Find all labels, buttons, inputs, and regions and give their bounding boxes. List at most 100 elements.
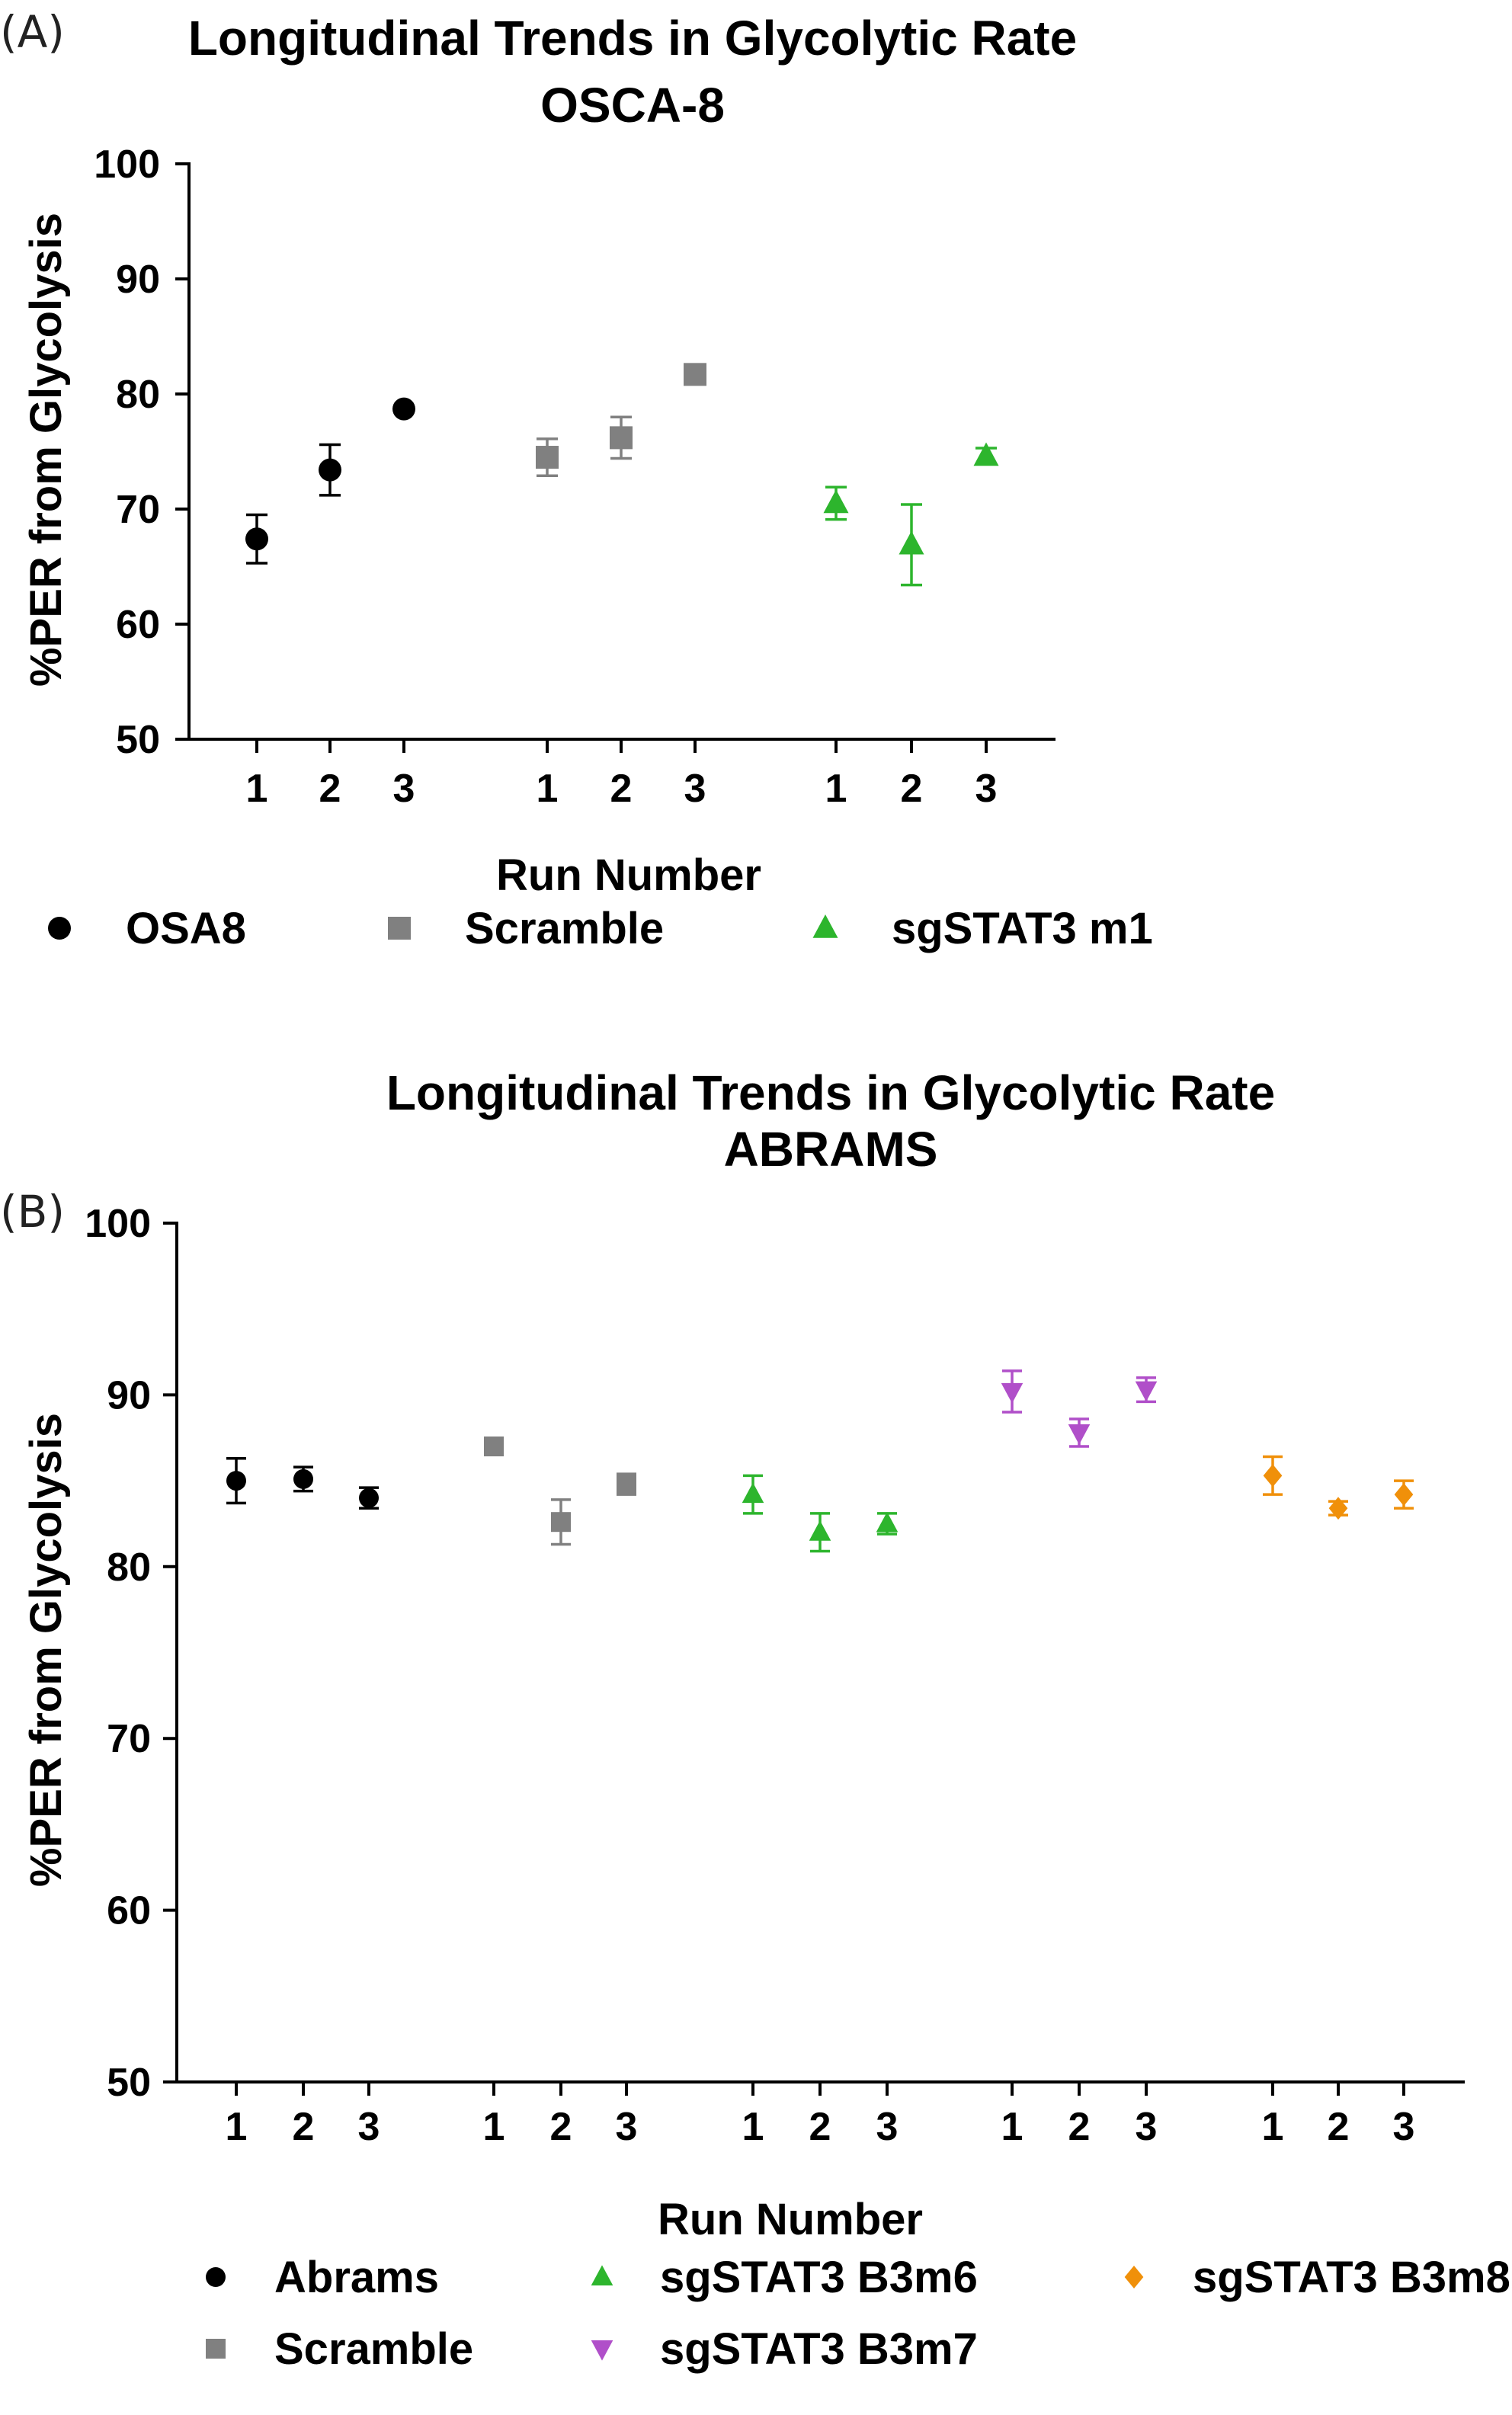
panel-a-x-axis-label: Run Number <box>496 850 761 900</box>
panel-b-data-point <box>1394 1483 1414 1507</box>
panel-a-data-point <box>536 446 559 469</box>
panel-b-data-point <box>226 1471 246 1491</box>
panel-b-legend-entry: Scramble <box>206 2324 473 2374</box>
panel-b-legend-marker <box>1124 2266 1144 2288</box>
panel-a-x-tick-label: 2 <box>319 767 341 811</box>
panel-b-x-tick-label: 2 <box>809 2105 831 2149</box>
panel-a-axes: 50 60 70 80 90 100 1 2 3 1 2 3 1 2 3 <box>94 143 1056 811</box>
panel-b-x-tick-label: 2 <box>293 2105 315 2149</box>
panel-a-x-tick-label: 1 <box>825 767 847 811</box>
panel-a-title-line1: Longitudinal Trends in Glycolytic Rate <box>188 11 1077 66</box>
panel-b-y-tick-label: 90 <box>107 1373 151 1417</box>
panel-a-legend-marker <box>48 917 71 940</box>
panel-b-x-tick-label: 1 <box>742 2105 764 2149</box>
panel-b-legend-entry: sgSTAT3 B3m8 <box>1124 2253 1510 2302</box>
panel-b-legend-marker <box>206 2267 226 2287</box>
panel-b-x-tick-label: 2 <box>1328 2105 1350 2149</box>
panel-b-data-point <box>484 1437 504 1457</box>
panel-a-data-point <box>973 442 999 466</box>
panel-a-x-tick-label: 3 <box>684 767 706 811</box>
panel-b-data-point <box>617 1474 636 1494</box>
panel-b-x-tick-label: 3 <box>1393 2105 1415 2149</box>
panel-b-data-point <box>1263 1464 1283 1488</box>
panel-b-x-tick-label: 3 <box>876 2105 899 2149</box>
panel-a-data-point <box>245 527 268 551</box>
panel-b-x-tick-label: 3 <box>616 2105 638 2149</box>
panel-b-data-point <box>1135 1381 1158 1402</box>
panel-b-x-tick-label: 1 <box>226 2105 248 2149</box>
panel-b-x-tick-label: 1 <box>1262 2105 1284 2149</box>
panel-a-legend-label: OSA8 <box>126 904 246 953</box>
panel-b-legend-marker <box>591 2340 613 2361</box>
panel-b-data-point <box>1001 1382 1023 1404</box>
panel-b-y-tick-label: 50 <box>107 2061 151 2105</box>
panel-a: (A) Longitudinal Trends in Glycolytic Ra… <box>0 6 1153 953</box>
panel-a-legend-entry: OSA8 <box>48 904 246 953</box>
panel-a-legend: OSA8 Scramble sgSTAT3 m1 <box>48 904 1153 953</box>
panel-a-x-tick-label: 1 <box>246 767 268 811</box>
panel-a-legend-entry: sgSTAT3 m1 <box>812 904 1153 953</box>
panel-a-x-tick-label: 2 <box>901 767 923 811</box>
panel-b-legend-marker <box>206 2339 226 2359</box>
panel-b-legend-entry: Abrams <box>206 2253 439 2302</box>
panel-a-data-point <box>319 458 341 482</box>
panel-a-data-point <box>823 489 849 514</box>
panel-b-x-tick-label: 2 <box>550 2105 572 2149</box>
panel-b-data-point <box>809 1520 831 1541</box>
panel-b-y-tick-label: 70 <box>107 1717 151 1761</box>
panel-b: Longitudinal Trends in Glycolytic Rate A… <box>0 1065 1510 2374</box>
panel-b-data-point <box>359 1488 379 1508</box>
panel-b-x-tick-label: 1 <box>483 2105 505 2149</box>
panel-a-y-tick-label: 80 <box>116 373 160 417</box>
panel-a-x-tick-label: 3 <box>393 767 415 811</box>
panel-a-data-point <box>392 397 415 421</box>
panel-b-legend-label: sgSTAT3 B3m6 <box>660 2253 978 2302</box>
panel-a-legend-marker <box>812 914 838 938</box>
panel-b-y-axis-label: %PER from Glycolysis <box>21 1413 71 1887</box>
panel-a-y-tick-label: 50 <box>116 718 160 762</box>
panel-a-y-tick-label: 60 <box>116 603 160 647</box>
panel-b-data-point <box>293 1469 313 1489</box>
panel-a-x-tick-label: 1 <box>537 767 559 811</box>
panel-a-title-line2: OSCA-8 <box>540 78 725 133</box>
panel-a-legend-label: Scramble <box>465 904 664 953</box>
panel-a-x-tick-label: 3 <box>975 767 998 811</box>
panel-b-y-tick-label: 60 <box>107 1889 151 1933</box>
panel-b-marks <box>226 1369 1414 1553</box>
panel-a-x-tick-label: 2 <box>610 767 633 811</box>
panel-a-y-axis-label: %PER from Glycolysis <box>21 213 71 687</box>
panel-b-legend-entry: sgSTAT3 B3m6 <box>591 2253 978 2302</box>
panel-b-title-line1: Longitudinal Trends in Glycolytic Rate <box>386 1065 1275 1120</box>
panel-a-y-tick-label: 70 <box>116 488 160 532</box>
panel-b-legend-entry: sgSTAT3 B3m7 <box>591 2324 978 2374</box>
panel-a-legend-label: sgSTAT3 m1 <box>892 904 1153 953</box>
panel-b-data-point <box>1328 1497 1348 1520</box>
panel-b-y-tick-label: 80 <box>107 1545 151 1590</box>
panel-b-data-point <box>876 1511 899 1533</box>
panel-b-x-tick-label: 3 <box>358 2105 380 2149</box>
panel-b-y-tick-label: 100 <box>85 1202 151 1246</box>
panel-b-x-tick-label: 3 <box>1136 2105 1158 2149</box>
panel-b-x-tick-label: 1 <box>1001 2105 1023 2149</box>
panel-a-data-point <box>684 363 706 386</box>
panel-b-data-point <box>1068 1424 1091 1445</box>
panel-b-tag: (B) <box>0 1186 65 1238</box>
panel-b-x-axis-label: Run Number <box>658 2195 923 2244</box>
panel-a-tag: (A) <box>0 6 65 58</box>
panel-a-legend-marker <box>388 917 411 940</box>
panel-a-y-tick-label: 90 <box>116 258 160 302</box>
panel-b-legend-label: Scramble <box>274 2324 473 2374</box>
panel-a-data-point <box>899 530 924 555</box>
panel-b-data-point <box>551 1512 571 1533</box>
panel-b-legend-label: Abrams <box>274 2253 439 2302</box>
panel-b-legend: Abrams sgSTAT3 B3m6 sgSTAT3 B3m8 Scramble sg… <box>206 2253 1510 2374</box>
panel-b-legend-label: sgSTAT3 B3m7 <box>660 2324 978 2374</box>
panel-b-x-tick-label: 2 <box>1068 2105 1091 2149</box>
panel-a-y-tick-label: 100 <box>94 143 160 187</box>
panel-b-data-point <box>742 1482 764 1504</box>
panel-b-legend-label: sgSTAT3 B3m8 <box>1193 2253 1510 2302</box>
panel-b-title-line2: ABRAMS <box>724 1122 938 1177</box>
panel-a-data-point <box>610 426 633 450</box>
